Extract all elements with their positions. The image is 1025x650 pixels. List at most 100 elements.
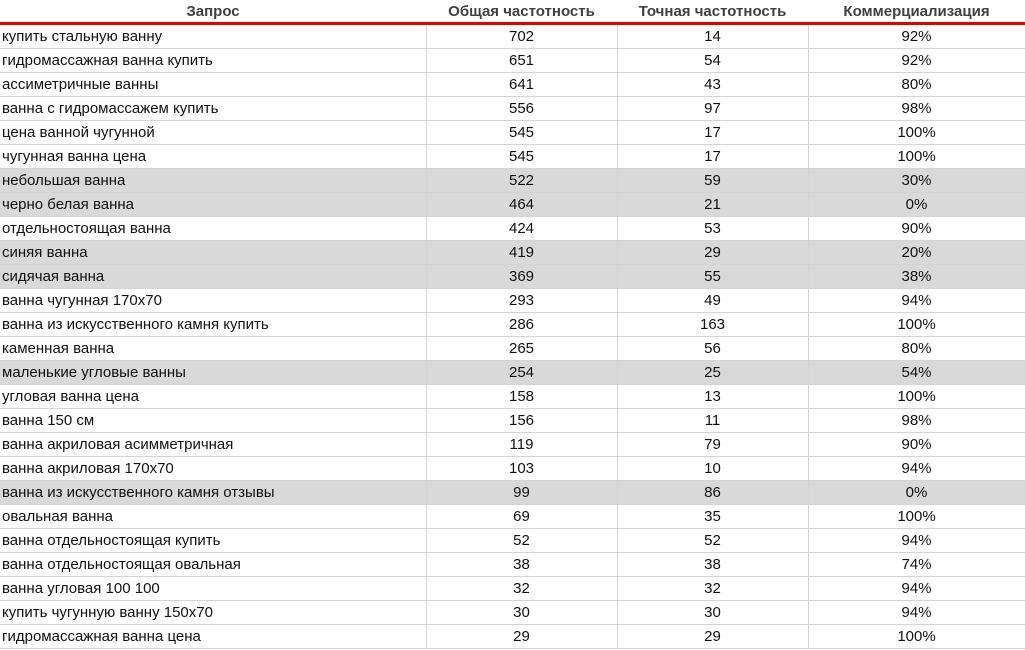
query-cell[interactable]: гидромассажная ванна цена	[0, 624, 427, 649]
query-cell[interactable]: цена ванной чугунной	[0, 120, 427, 145]
query-cell[interactable]: ванна из искусственного камня отзывы	[0, 480, 427, 505]
query-cell[interactable]: купить стальную ванну	[0, 23, 427, 49]
commercialization-cell[interactable]: 100%	[808, 624, 1025, 649]
exact-frequency-cell[interactable]: 163	[617, 312, 809, 337]
total-frequency-cell[interactable]: 522	[426, 168, 618, 193]
exact-frequency-cell[interactable]: 43	[617, 72, 809, 97]
total-frequency-cell[interactable]: 464	[426, 192, 618, 217]
header-query[interactable]: Запрос	[0, 0, 426, 25]
exact-frequency-cell[interactable]: 21	[617, 192, 809, 217]
exact-frequency-cell[interactable]: 10	[617, 456, 809, 481]
commercialization-cell[interactable]: 20%	[808, 240, 1025, 265]
commercialization-cell[interactable]: 92%	[808, 48, 1025, 73]
total-frequency-cell[interactable]: 99	[426, 480, 618, 505]
exact-frequency-cell[interactable]: 13	[617, 384, 809, 409]
commercialization-cell[interactable]: 100%	[808, 144, 1025, 169]
exact-frequency-cell[interactable]: 97	[617, 96, 809, 121]
total-frequency-cell[interactable]: 424	[426, 216, 618, 241]
exact-frequency-cell[interactable]: 86	[617, 480, 809, 505]
commercialization-cell[interactable]: 94%	[808, 288, 1025, 313]
query-cell[interactable]: каменная ванна	[0, 336, 427, 361]
commercialization-cell[interactable]: 100%	[808, 384, 1025, 409]
commercialization-cell[interactable]: 98%	[808, 96, 1025, 121]
total-frequency-cell[interactable]: 103	[426, 456, 618, 481]
commercialization-cell[interactable]: 38%	[808, 264, 1025, 289]
commercialization-cell[interactable]: 30%	[808, 168, 1025, 193]
commercialization-cell[interactable]: 90%	[808, 432, 1025, 457]
total-frequency-cell[interactable]: 556	[426, 96, 618, 121]
query-cell[interactable]: ванна 150 см	[0, 408, 427, 433]
total-frequency-cell[interactable]: 651	[426, 48, 618, 73]
total-frequency-cell[interactable]: 641	[426, 72, 618, 97]
total-frequency-cell[interactable]: 156	[426, 408, 618, 433]
exact-frequency-cell[interactable]: 17	[617, 144, 809, 169]
exact-frequency-cell[interactable]: 56	[617, 336, 809, 361]
exact-frequency-cell[interactable]: 59	[617, 168, 809, 193]
query-cell[interactable]: ванна отдельностоящая купить	[0, 528, 427, 553]
exact-frequency-cell[interactable]: 52	[617, 528, 809, 553]
exact-frequency-cell[interactable]: 30	[617, 600, 809, 625]
total-frequency-cell[interactable]: 32	[426, 576, 618, 601]
total-frequency-cell[interactable]: 369	[426, 264, 618, 289]
exact-frequency-cell[interactable]: 29	[617, 624, 809, 649]
query-cell[interactable]: ванна чугунная 170х70	[0, 288, 427, 313]
total-frequency-cell[interactable]: 419	[426, 240, 618, 265]
query-cell[interactable]: ванна из искусственного камня купить	[0, 312, 427, 337]
total-frequency-cell[interactable]: 158	[426, 384, 618, 409]
query-cell[interactable]: ванна угловая 100 100	[0, 576, 427, 601]
commercialization-cell[interactable]: 54%	[808, 360, 1025, 385]
query-cell[interactable]: ванна акриловая 170х70	[0, 456, 427, 481]
header-commercialization[interactable]: Коммерциализация	[808, 0, 1025, 25]
commercialization-cell[interactable]: 100%	[808, 120, 1025, 145]
total-frequency-cell[interactable]: 52	[426, 528, 618, 553]
query-cell[interactable]: отдельностоящая ванна	[0, 216, 427, 241]
total-frequency-cell[interactable]: 119	[426, 432, 618, 457]
commercialization-cell[interactable]: 94%	[808, 456, 1025, 481]
query-cell[interactable]: ванна отдельностоящая овальная	[0, 552, 427, 577]
commercialization-cell[interactable]: 100%	[808, 504, 1025, 529]
exact-frequency-cell[interactable]: 11	[617, 408, 809, 433]
query-cell[interactable]: купить чугунную ванну 150х70	[0, 600, 427, 625]
query-cell[interactable]: маленькие угловые ванны	[0, 360, 427, 385]
commercialization-cell[interactable]: 92%	[808, 23, 1025, 49]
commercialization-cell[interactable]: 90%	[808, 216, 1025, 241]
query-cell[interactable]: чугунная ванна цена	[0, 144, 427, 169]
commercialization-cell[interactable]: 80%	[808, 336, 1025, 361]
query-cell[interactable]: угловая ванна цена	[0, 384, 427, 409]
exact-frequency-cell[interactable]: 35	[617, 504, 809, 529]
total-frequency-cell[interactable]: 545	[426, 120, 618, 145]
total-frequency-cell[interactable]: 30	[426, 600, 618, 625]
commercialization-cell[interactable]: 100%	[808, 312, 1025, 337]
exact-frequency-cell[interactable]: 32	[617, 576, 809, 601]
exact-frequency-cell[interactable]: 54	[617, 48, 809, 73]
total-frequency-cell[interactable]: 69	[426, 504, 618, 529]
exact-frequency-cell[interactable]: 25	[617, 360, 809, 385]
commercialization-cell[interactable]: 74%	[808, 552, 1025, 577]
total-frequency-cell[interactable]: 254	[426, 360, 618, 385]
exact-frequency-cell[interactable]: 53	[617, 216, 809, 241]
query-cell[interactable]: синяя ванна	[0, 240, 427, 265]
exact-frequency-cell[interactable]: 17	[617, 120, 809, 145]
commercialization-cell[interactable]: 94%	[808, 576, 1025, 601]
query-cell[interactable]: ванна с гидромассажем купить	[0, 96, 427, 121]
query-cell[interactable]: черно белая ванна	[0, 192, 427, 217]
total-frequency-cell[interactable]: 293	[426, 288, 618, 313]
total-frequency-cell[interactable]: 38	[426, 552, 618, 577]
total-frequency-cell[interactable]: 29	[426, 624, 618, 649]
commercialization-cell[interactable]: 98%	[808, 408, 1025, 433]
total-frequency-cell[interactable]: 286	[426, 312, 618, 337]
commercialization-cell[interactable]: 80%	[808, 72, 1025, 97]
header-exact-frequency[interactable]: Точная частотность	[617, 0, 808, 25]
total-frequency-cell[interactable]: 265	[426, 336, 618, 361]
exact-frequency-cell[interactable]: 14	[617, 23, 809, 49]
exact-frequency-cell[interactable]: 55	[617, 264, 809, 289]
header-total-frequency[interactable]: Общая частотность	[426, 0, 617, 25]
exact-frequency-cell[interactable]: 38	[617, 552, 809, 577]
exact-frequency-cell[interactable]: 79	[617, 432, 809, 457]
total-frequency-cell[interactable]: 545	[426, 144, 618, 169]
commercialization-cell[interactable]: 94%	[808, 528, 1025, 553]
query-cell[interactable]: овальная ванна	[0, 504, 427, 529]
exact-frequency-cell[interactable]: 29	[617, 240, 809, 265]
query-cell[interactable]: ванна акриловая асимметричная	[0, 432, 427, 457]
query-cell[interactable]: ассиметричные ванны	[0, 72, 427, 97]
